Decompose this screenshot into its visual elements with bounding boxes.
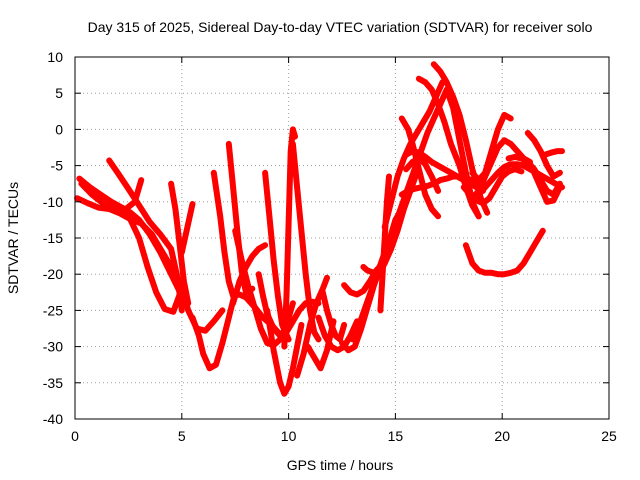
series-line-s2	[76, 175, 185, 299]
series-line-s39	[475, 161, 565, 198]
y-tick-label: -30	[43, 339, 63, 355]
series-line-s20	[319, 289, 348, 343]
y-tick-label: 0	[55, 121, 63, 137]
y-tick-label: -40	[43, 411, 63, 427]
x-tick-label: 0	[71, 428, 79, 444]
x-tick-label: 10	[281, 428, 297, 444]
series-line-s6	[168, 180, 192, 307]
series-line-s16	[281, 126, 298, 350]
series-line-s41	[505, 153, 563, 198]
series-line-s21	[315, 314, 360, 354]
series-line-s7	[178, 201, 196, 256]
x-tick-label: 20	[494, 428, 510, 444]
data-series	[74, 61, 565, 397]
y-tick-label: -5	[51, 158, 64, 174]
series-line-s43	[531, 169, 563, 205]
series-line-s40	[462, 227, 546, 278]
x-tick-label: 5	[178, 428, 186, 444]
series-line-s29	[392, 86, 482, 227]
series-line-s15	[264, 307, 305, 397]
series-line-s5	[127, 216, 185, 315]
series-line-s8	[189, 289, 239, 372]
series-line-s42	[524, 130, 563, 180]
y-tick-label: -35	[43, 375, 63, 391]
y-axis-label: SDTVAR / TECUs	[5, 182, 21, 294]
series-line-s4	[106, 157, 185, 314]
series-line-s33	[398, 115, 442, 220]
series-line-s11	[230, 242, 269, 307]
y-tick-label: -20	[43, 266, 63, 282]
series-line-s17	[289, 140, 322, 343]
x-tick-label: 15	[388, 428, 404, 444]
series-line-s32	[403, 148, 486, 194]
series-line-s44	[541, 148, 565, 158]
y-tick-label: 10	[47, 49, 63, 65]
series-line-s10	[225, 140, 256, 296]
series-line-s38	[469, 137, 533, 202]
y-tick-label: -15	[43, 230, 63, 246]
chart-title: Day 315 of 2025, Sidereal Day-to-day VTE…	[88, 19, 593, 35]
x-tick-label: 25	[601, 428, 617, 444]
axis-ticks: 0 5 10 15 20 25 -40 -35 -30 -25 -20 -15 -10 -5 0 5 10	[43, 49, 617, 444]
series-line-s18	[294, 274, 330, 379]
x-axis-label: GPS time / hours	[287, 457, 394, 473]
y-tick-label: 5	[55, 85, 63, 101]
y-tick-label: -25	[43, 302, 63, 318]
series-line-s37	[469, 111, 514, 184]
y-tick-label: -10	[43, 194, 63, 210]
series-line-s31	[403, 155, 442, 194]
series-line-s27	[377, 173, 392, 314]
